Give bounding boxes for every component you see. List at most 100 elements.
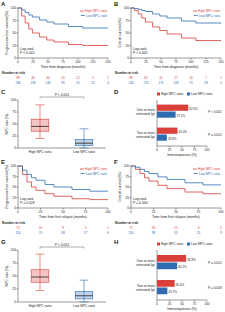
y-axis-label: NPC ratio (%) <box>5 114 9 135</box>
figure: 0255075100Progression-free survival (%)0… <box>0 0 225 312</box>
risk-value: 55 <box>174 231 178 235</box>
x-axis-label: Time from first relapse (months) <box>152 215 200 219</box>
x-tick-label: 75 <box>193 148 197 152</box>
y-axis-label: NPC ratio (%) <box>5 266 9 287</box>
box <box>31 119 49 131</box>
median <box>31 126 49 127</box>
y-axis-label: Overall survival (%) <box>118 172 122 201</box>
annotation: P = 0.028 <box>20 201 35 205</box>
x-tick-label: 0 <box>156 302 158 306</box>
y-axis <box>18 250 19 302</box>
risk-value: 72 <box>16 226 20 230</box>
legend-label: High NPC ratio <box>85 9 107 13</box>
legend-label: Low NPC ratio <box>191 92 212 96</box>
y-tick-label: Two or more untreated lgs <box>135 131 155 139</box>
y-tick-label: 25 <box>12 134 16 138</box>
y-tick-label: 75 <box>125 19 129 23</box>
legend-label: High NPC ratio <box>198 9 220 13</box>
x-tick-label: 25 <box>39 210 43 214</box>
y-tick <box>130 208 132 209</box>
panel-letter: F <box>114 159 118 165</box>
x-axis-label: Immunoparesis (%) <box>167 307 196 311</box>
x-axis-label: Time from diagnosis (months) <box>41 65 86 69</box>
legend-label: High NPC ratio <box>161 92 183 96</box>
legend-swatch <box>81 15 85 16</box>
x-tick-label: 75 <box>193 302 197 306</box>
annotation: P < 0.001 <box>208 110 222 114</box>
risk-value: 15 <box>174 226 178 230</box>
legend-swatch <box>187 93 190 96</box>
legend-label: Low NPC ratio <box>86 14 107 18</box>
risk-value: 5 <box>92 76 94 80</box>
annotation: P < 0.001 <box>133 51 148 55</box>
legend-swatch <box>157 243 160 246</box>
legend-swatch <box>193 169 197 170</box>
y-tick <box>17 124 19 125</box>
annotation: P = 0.003 <box>208 286 222 290</box>
x-tick-label: 25 <box>168 148 172 152</box>
risk-value: 20 <box>39 226 43 230</box>
risk-value: 7 <box>205 76 207 80</box>
km-curve <box>131 166 221 194</box>
x-tick-label: 0 <box>130 60 132 64</box>
risk-title: Number at risk <box>115 71 138 75</box>
legend-label: Low NPC ratio <box>199 14 220 18</box>
data-label: 40.2% <box>178 265 187 269</box>
annotation: P < 0.001 <box>20 51 35 55</box>
x-tick-label: High NPC ratio <box>29 150 52 154</box>
risk-value: 150 <box>128 231 133 235</box>
data-label: 41.0% <box>179 130 188 134</box>
y-tick-label: 100 <box>124 6 130 10</box>
annotation: P = 0.001 <box>208 133 222 137</box>
y-tick-label: 100 <box>11 164 17 168</box>
y-tick <box>130 20 132 21</box>
whisker-cap <box>80 128 89 129</box>
y-axis <box>18 166 19 208</box>
risk-value: 215 <box>143 81 148 85</box>
risk-value: 55 <box>76 81 80 85</box>
plot-area <box>18 8 108 46</box>
km-curve <box>18 8 108 28</box>
legend-swatch <box>80 11 84 12</box>
risk-value: 98 <box>152 231 156 235</box>
y-tick-label: 75 <box>12 261 16 265</box>
risk-value: 46 <box>31 76 35 80</box>
panel-letter: E <box>1 159 5 165</box>
risk-value: 1 <box>107 76 109 80</box>
y-tick <box>130 58 132 59</box>
y-tick-label: 100 <box>124 164 130 168</box>
x-tick-label: High NPC ratio <box>29 304 52 308</box>
risk-value: 95 <box>61 81 65 85</box>
whisker-cap <box>80 148 89 149</box>
legend-swatch <box>157 93 160 96</box>
panel-letter: H <box>114 239 118 245</box>
x-tick-label: 100 <box>204 148 210 152</box>
annotation: P = 0.001 <box>208 261 222 265</box>
x-tick-label: 0 <box>130 210 132 214</box>
risk-value: 170 <box>158 81 163 85</box>
risk-value: 140 <box>45 81 50 85</box>
risk-value: 62 <box>144 76 148 80</box>
x-axis <box>18 148 106 149</box>
risk-value: 246 <box>15 81 20 85</box>
risk-value: 70 <box>189 81 193 85</box>
x-tick-label: 100 <box>204 302 210 306</box>
x-tick-label: 0 <box>17 210 19 214</box>
x-tick-label: 50 <box>180 302 184 306</box>
whisker-cap <box>36 290 45 291</box>
x-axis-label: Immunoparesis (%) <box>167 153 196 157</box>
risk-value: 98 <box>16 76 20 80</box>
bracket <box>40 247 84 249</box>
risk-value: 6 <box>198 226 200 230</box>
y-tick-label: Two or more untreated lgs <box>135 284 155 292</box>
x-tick-label: 75 <box>61 60 65 64</box>
plot-area <box>157 255 186 294</box>
km-curve <box>18 166 108 191</box>
y-tick <box>17 148 19 149</box>
y-tick <box>17 187 19 188</box>
risk-value: 17 <box>84 231 88 235</box>
whisker-cap <box>80 302 89 303</box>
risk-value: 98 <box>129 76 133 80</box>
risk-value: 20 <box>61 76 65 80</box>
box <box>31 270 49 282</box>
